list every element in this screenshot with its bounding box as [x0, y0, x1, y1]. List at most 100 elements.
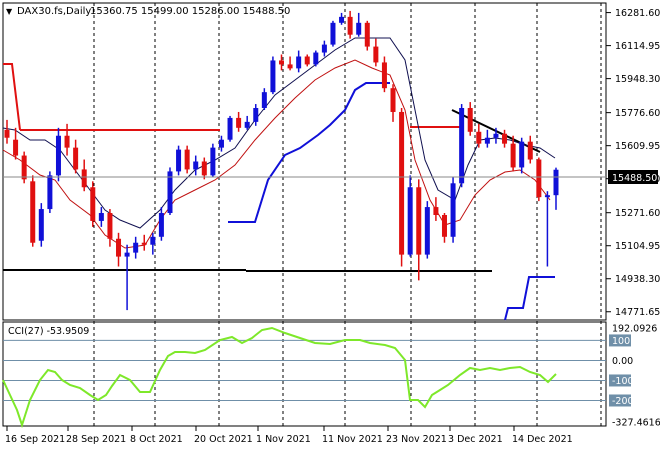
- cci-scale-label: -200: [612, 396, 634, 407]
- candle-body: [47, 175, 53, 210]
- candle-body: [450, 183, 456, 237]
- price-tick-label: 15271.60: [615, 208, 660, 219]
- candle-body: [519, 141, 525, 168]
- candle-body: [433, 207, 439, 215]
- candle-body: [107, 213, 113, 239]
- candle-body: [227, 117, 233, 140]
- candle-body: [210, 147, 216, 176]
- price-tick-label: 15609.95: [615, 141, 660, 152]
- candle-body: [21, 155, 27, 180]
- cci-scale-label: -327.4616: [612, 418, 660, 429]
- candle-body: [502, 133, 508, 144]
- candle-body: [236, 117, 242, 128]
- date-axis: 16 Sep 2021 28 Sep 2021 8 Oct 2021 20 Oct 2…: [5, 426, 573, 445]
- symbol-label: DAX30.fs,Daily: [17, 6, 91, 17]
- candle-body: [381, 62, 387, 89]
- candle-body: [441, 214, 447, 237]
- date-tick-label: 23 Nov 2021: [386, 434, 447, 445]
- candle-body: [133, 242, 139, 253]
- candle-body: [484, 137, 490, 144]
- candle-body: [544, 195, 550, 198]
- candle-body: [176, 149, 182, 172]
- date-tick-label: 16 Sep 2021: [5, 434, 65, 445]
- candle-body: [38, 209, 44, 241]
- candle-body: [13, 139, 19, 156]
- candle-body: [158, 213, 164, 237]
- candle-body: [304, 56, 310, 65]
- cci-level-tag: [609, 374, 631, 387]
- cci-line: [2, 326, 557, 429]
- cci-pane: [2, 321, 607, 427]
- red-band-line: [3, 63, 21, 131]
- candle-body: [296, 56, 302, 69]
- current-price-tag: [608, 170, 658, 184]
- candle-body: [167, 171, 173, 214]
- date-tick-label: 11 Nov 2021: [322, 434, 383, 445]
- candle-body: [64, 135, 70, 148]
- candle-body: [424, 207, 430, 255]
- cci-scale-label: 0.00: [612, 356, 633, 367]
- candle-body: [261, 92, 267, 109]
- candle-body: [193, 161, 199, 170]
- cci-level-tag: [609, 334, 631, 347]
- cci-label: CCI(27) -53.9509: [8, 326, 89, 337]
- candle-body: [416, 187, 422, 255]
- candle-body: [510, 143, 516, 168]
- cci-scale-label: -100: [612, 376, 634, 387]
- cci-scale-label: 192.0926: [612, 324, 657, 335]
- price-tick-label: 15948.30: [615, 74, 660, 85]
- candle-body: [356, 22, 362, 35]
- candle-body: [279, 60, 284, 65]
- candle-body: [55, 135, 61, 176]
- candle-body: [536, 159, 542, 198]
- date-tick-label: 8 Oct 2021: [130, 434, 183, 445]
- candle-body: [124, 252, 130, 257]
- blue-band-line: [228, 82, 390, 223]
- candle-body: [476, 131, 482, 144]
- candle-body: [253, 108, 259, 122]
- cci-scale-label: 100: [612, 336, 630, 347]
- candle-body: [399, 111, 405, 255]
- candle-body: [330, 22, 336, 45]
- slow-ma-line: [2, 59, 551, 249]
- candle-body: [407, 187, 413, 255]
- candle-body: [287, 64, 293, 69]
- candle-body: [141, 242, 147, 245]
- price-tick-label: 16114.95: [615, 41, 660, 52]
- candle-body: [201, 161, 207, 176]
- candle-body: [4, 129, 10, 138]
- candle-body: [150, 236, 156, 245]
- candle-body: [390, 88, 396, 112]
- price-axis: 16281.60 16114.95 15948.30 15776.60 15609.95…: [606, 8, 660, 318]
- candle-body: [493, 133, 499, 138]
- date-tick-label: 20 Oct 2021: [194, 434, 253, 445]
- candles: [4, 10, 559, 311]
- ohlc-values: 15360.75 15499.00 15286.00 15488.50: [90, 6, 290, 17]
- candle-body: [313, 52, 319, 65]
- candle-body: [116, 238, 122, 257]
- blue-band-line-2: [504, 276, 555, 321]
- candle-body: [364, 22, 370, 47]
- date-tick-label: 14 Dec 2021: [512, 434, 573, 445]
- candle-body: [467, 108, 473, 132]
- price-tick-label: 16281.60: [615, 8, 660, 19]
- date-tick-label: 3 Dec 2021: [448, 434, 503, 445]
- price-pane: [2, 2, 607, 321]
- candle-body: [90, 187, 96, 221]
- candle-body: [553, 169, 559, 196]
- candle-body: [30, 181, 36, 243]
- candle-body: [98, 213, 104, 221]
- candle-body: [339, 16, 345, 23]
- candle-body: [527, 141, 533, 160]
- candle-body: [270, 60, 276, 93]
- date-tick-label: 1 Nov 2021: [256, 434, 311, 445]
- dropdown-triangle-icon[interactable]: ▼: [6, 7, 13, 16]
- date-tick-label: 28 Sep 2021: [66, 434, 126, 445]
- cci-level-tag: [609, 394, 631, 407]
- candle-body: [244, 121, 250, 128]
- price-tick-label: 15776.60: [615, 108, 660, 119]
- candle-body: [373, 46, 379, 63]
